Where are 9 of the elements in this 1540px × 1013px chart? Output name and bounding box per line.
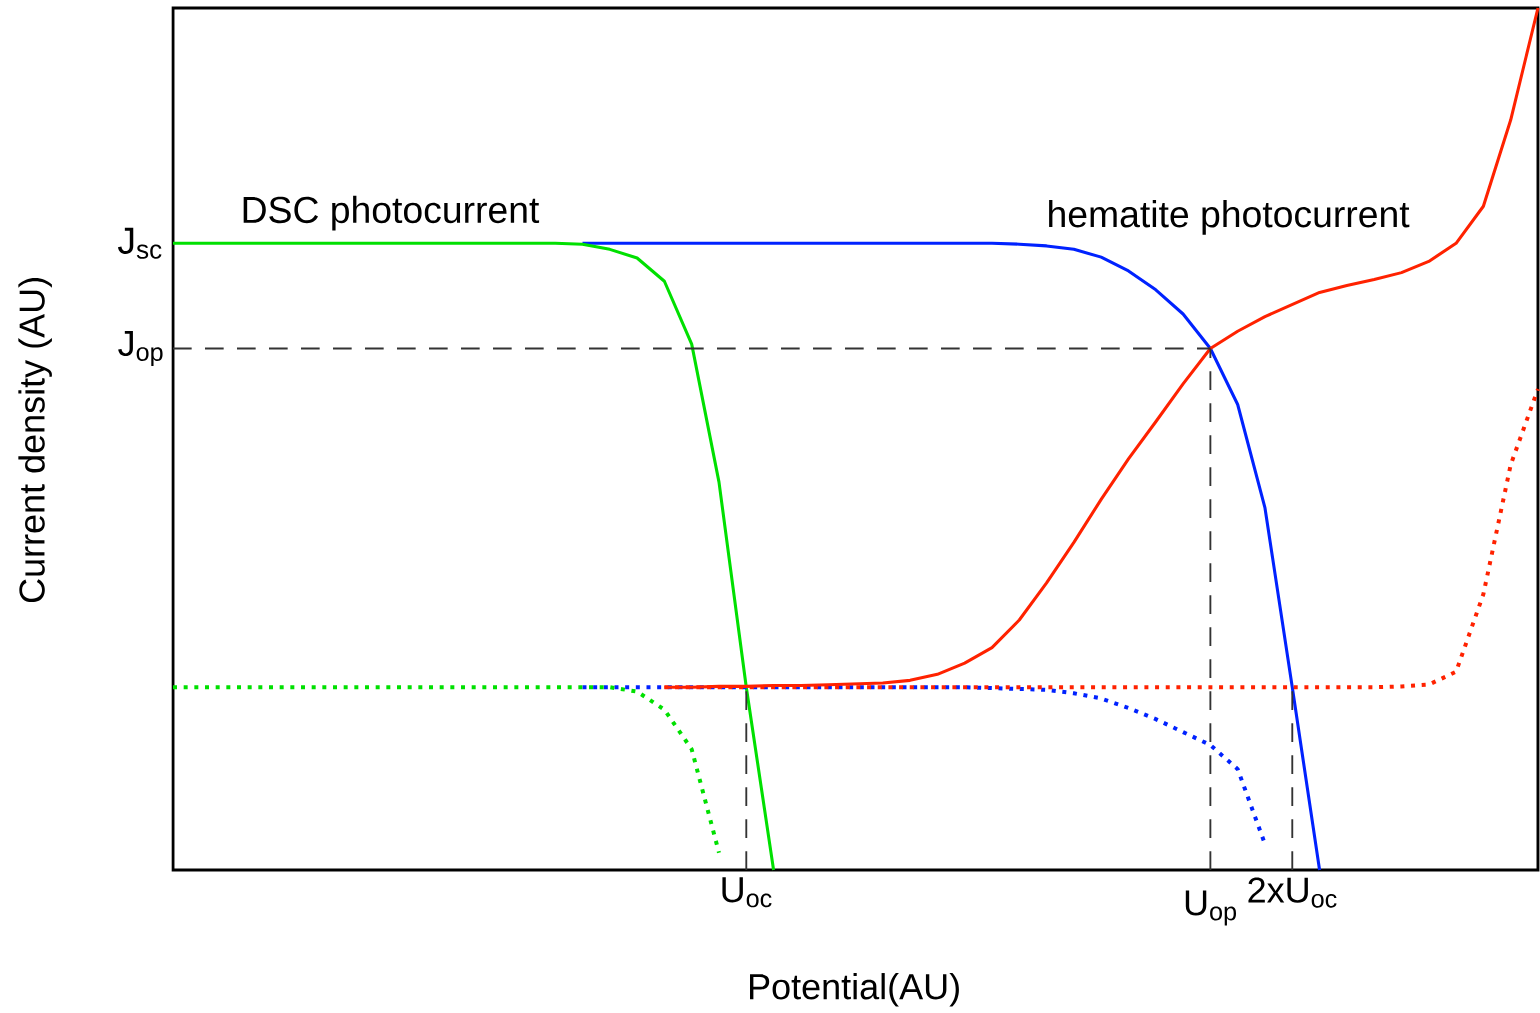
text: J$_{sc}$: [117, 227, 162, 259]
x-tick-label: 2xU$_{oc}$: [1248, 877, 1337, 908]
annotation: hematite photocurrent: [1049, 200, 1410, 235]
ref-line-label: J$_{op}$: [118, 330, 163, 366]
y-axis-title: Current density (AU): [18, 278, 52, 603]
x-tick-label: U$_{op}$: [1185, 890, 1237, 926]
x-axis-title: Potential(AU): [750, 973, 959, 1007]
x-tick-label: U$_{oc}$: [722, 877, 772, 908]
annotation: DSC photocurrent: [243, 195, 540, 231]
